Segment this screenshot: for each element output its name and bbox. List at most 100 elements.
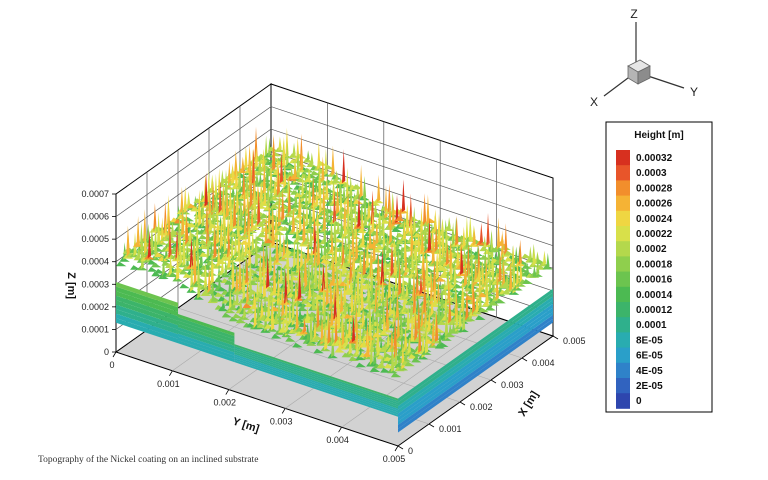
side-band — [234, 350, 398, 407]
side-band — [234, 352, 398, 409]
side-band — [234, 344, 398, 401]
surface-spike — [227, 247, 231, 269]
surface-spike — [380, 275, 385, 303]
surface-spike — [528, 246, 532, 262]
surface-spike — [133, 232, 137, 257]
surface-spike — [365, 238, 369, 269]
surface-patch — [504, 250, 515, 256]
surface-spike — [373, 203, 378, 216]
surface-patch — [208, 223, 219, 229]
surface-spike — [412, 211, 417, 238]
legend-label: 0.00028 — [636, 183, 673, 194]
legend-label: 0.00024 — [636, 214, 673, 225]
surface-spike — [275, 236, 279, 264]
surface-spike — [309, 222, 313, 248]
z-tick-label: 0 — [104, 347, 109, 357]
surface-spike — [318, 298, 323, 310]
surface-spike — [271, 222, 275, 247]
z-tick-label: 0.0005 — [81, 234, 109, 244]
surface-spike — [321, 263, 326, 292]
surface-spike — [264, 211, 268, 245]
legend-label: 0.0001 — [636, 320, 667, 331]
surface-spike — [387, 269, 392, 299]
surface-spike — [496, 217, 501, 250]
surface-patch — [478, 307, 489, 313]
surface-spike — [367, 198, 371, 220]
surface-spike — [207, 266, 211, 294]
surface-spike — [244, 146, 248, 169]
triad-z-label: Z — [630, 7, 637, 21]
surface-patch — [475, 315, 486, 320]
surface-spike — [263, 185, 267, 205]
surface-spike — [203, 261, 207, 276]
surface-spike — [164, 217, 168, 241]
surface-spike — [396, 310, 400, 341]
surface-patch — [225, 308, 236, 314]
surface-patch — [310, 170, 321, 176]
surface-spike — [346, 188, 350, 215]
y-tick-mark — [225, 389, 230, 395]
surface-spike — [349, 175, 353, 198]
surface-spike — [242, 303, 247, 319]
surface-patch — [256, 221, 268, 226]
x-tick-mark — [459, 401, 466, 406]
surface-spike — [342, 184, 346, 202]
surface-spike — [339, 213, 344, 238]
surface-spike — [140, 245, 144, 270]
surface-spike — [245, 277, 250, 309]
surface-patch — [267, 327, 278, 332]
surface-spike — [407, 336, 411, 354]
surface-spike — [242, 185, 247, 215]
legend-label: 0.00026 — [636, 199, 673, 210]
surface-patch — [317, 161, 328, 166]
surface-patch — [130, 265, 141, 270]
triad-y-label: Y — [690, 85, 698, 99]
legend-swatch — [616, 180, 630, 196]
surface-spike — [462, 226, 466, 249]
surface-patch — [284, 212, 295, 218]
side-band — [178, 320, 235, 343]
surface-patch — [137, 265, 148, 271]
surface-patch — [532, 272, 543, 277]
surface-patch — [221, 312, 233, 318]
surface-patch — [151, 271, 162, 277]
surface-spike — [346, 275, 350, 294]
surface-spike — [429, 271, 433, 306]
figure-caption: Topography of the Nickel coating on an i… — [38, 455, 259, 465]
surface-spike — [211, 203, 216, 224]
surface-spike — [185, 241, 189, 256]
surface-patch — [289, 180, 301, 185]
surface-spike — [369, 249, 373, 278]
surface-spike — [385, 309, 390, 332]
surface-spike — [274, 312, 278, 323]
grid-line — [115, 106, 554, 217]
legend-swatch — [616, 362, 630, 379]
surface-patch — [355, 362, 367, 368]
surface-spike — [351, 314, 356, 343]
surface-spike — [309, 313, 313, 343]
surface-spike — [153, 203, 157, 232]
surface-patch — [426, 218, 437, 223]
surface-patch — [449, 287, 461, 293]
surface-spike — [465, 286, 469, 321]
surface-spike — [327, 315, 331, 344]
surface-spike — [276, 164, 281, 197]
surface-spike — [137, 245, 141, 260]
surface-spike — [186, 191, 191, 208]
surface-spike — [458, 305, 462, 328]
side-band — [178, 340, 235, 363]
surface-patch — [231, 300, 243, 306]
side-band — [178, 336, 235, 359]
surface-spike — [400, 256, 404, 274]
surface-spike — [292, 237, 296, 270]
side-band — [398, 296, 553, 410]
surface-spike — [241, 265, 246, 293]
surface-spike — [253, 297, 257, 329]
surface-spike — [320, 314, 324, 345]
y-tick-label: 0.005 — [383, 454, 406, 464]
surface-spike — [195, 223, 199, 252]
surface-spike — [362, 334, 366, 347]
surface-spike — [208, 189, 212, 217]
surface-spike — [284, 212, 288, 224]
surface-spike — [231, 185, 235, 197]
